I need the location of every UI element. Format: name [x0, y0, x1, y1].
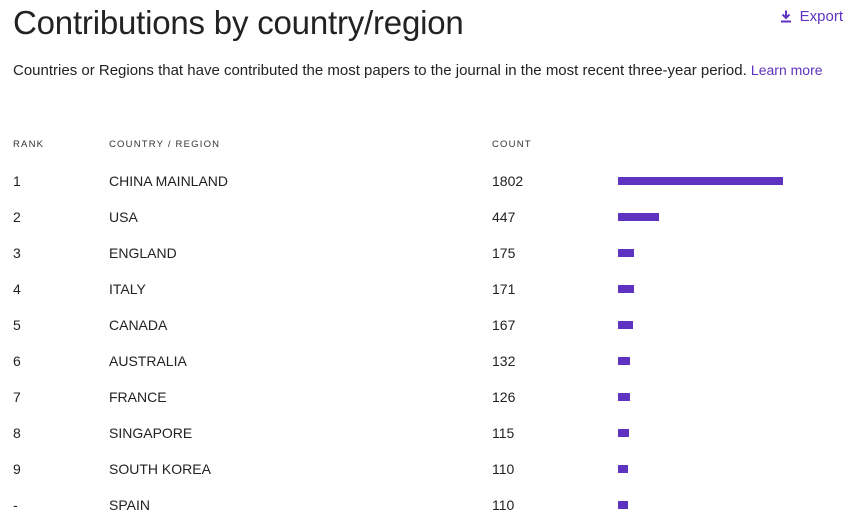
rank-cell: 2: [13, 209, 21, 225]
rank-cell: 1: [13, 173, 21, 189]
table-row: 1 CHINA MAINLAND 1802: [0, 163, 847, 199]
count-cell: 115: [492, 425, 515, 441]
table-row: 9 SOUTH KOREA 110: [0, 451, 847, 487]
country-cell: SOUTH KOREA: [109, 461, 211, 477]
rank-cell: 8: [13, 425, 21, 441]
count-cell: 110: [492, 497, 515, 513]
country-cell: CANADA: [109, 317, 168, 333]
country-cell: CHINA MAINLAND: [109, 173, 229, 189]
count-cell: 110: [492, 461, 515, 477]
table-row: 6 AUSTRALIA 132: [0, 343, 847, 379]
count-cell: 132: [492, 353, 516, 369]
table-row: 3 ENGLAND 175: [0, 235, 847, 271]
rank-cell: 6: [13, 353, 21, 369]
count-cell: 171: [492, 281, 516, 297]
rank-cell: -: [13, 497, 18, 513]
count-bar: [618, 429, 629, 437]
table-row: 5 CANADA 167: [0, 307, 847, 343]
header-country: COUNTRY / REGION: [109, 139, 221, 150]
country-cell: ITALY: [109, 281, 146, 297]
count-bar: [618, 501, 628, 509]
rank-cell: 9: [13, 461, 21, 477]
count-cell: 167: [492, 317, 516, 333]
count-cell: 175: [492, 245, 516, 261]
rank-cell: 3: [13, 245, 21, 261]
count-bar: [618, 285, 634, 293]
count-cell: 126: [492, 389, 516, 405]
table-row: 4 ITALY 171: [0, 271, 847, 307]
count-bar: [618, 465, 628, 473]
count-cell: 447: [492, 209, 516, 225]
country-cell: SINGAPORE: [109, 425, 193, 441]
table-row: - SPAIN 110: [0, 487, 847, 523]
count-bar: [618, 357, 630, 365]
header-rank: RANK: [13, 139, 45, 150]
table-row: 8 SINGAPORE 115: [0, 415, 847, 451]
count-bar: [618, 321, 633, 329]
page-title: Contributions by country/region: [13, 4, 464, 41]
table-row: 2 USA 447: [0, 199, 847, 235]
country-cell: FRANCE: [109, 389, 167, 405]
country-cell: AUSTRALIA: [109, 353, 187, 369]
table-row: 7 FRANCE 126: [0, 379, 847, 415]
country-cell: SPAIN: [109, 497, 150, 513]
export-label: Export: [799, 8, 843, 25]
description: Countries or Regions that have contribut…: [13, 58, 828, 83]
count-bar: [618, 177, 783, 185]
learn-more-link[interactable]: Learn more: [750, 62, 823, 78]
rank-cell: 4: [13, 281, 21, 297]
country-cell: ENGLAND: [109, 245, 177, 261]
rank-cell: 7: [13, 389, 21, 405]
header-count: COUNT: [492, 139, 532, 150]
country-cell: USA: [109, 209, 138, 225]
count-bar: [618, 249, 634, 257]
rank-cell: 5: [13, 317, 21, 333]
count-cell: 1802: [492, 173, 524, 189]
download-icon: [780, 10, 791, 23]
export-button[interactable]: Export: [780, 8, 843, 25]
count-bar: [618, 213, 659, 221]
count-bar: [618, 393, 630, 401]
description-text: Countries or Regions that have contribut…: [13, 62, 747, 79]
